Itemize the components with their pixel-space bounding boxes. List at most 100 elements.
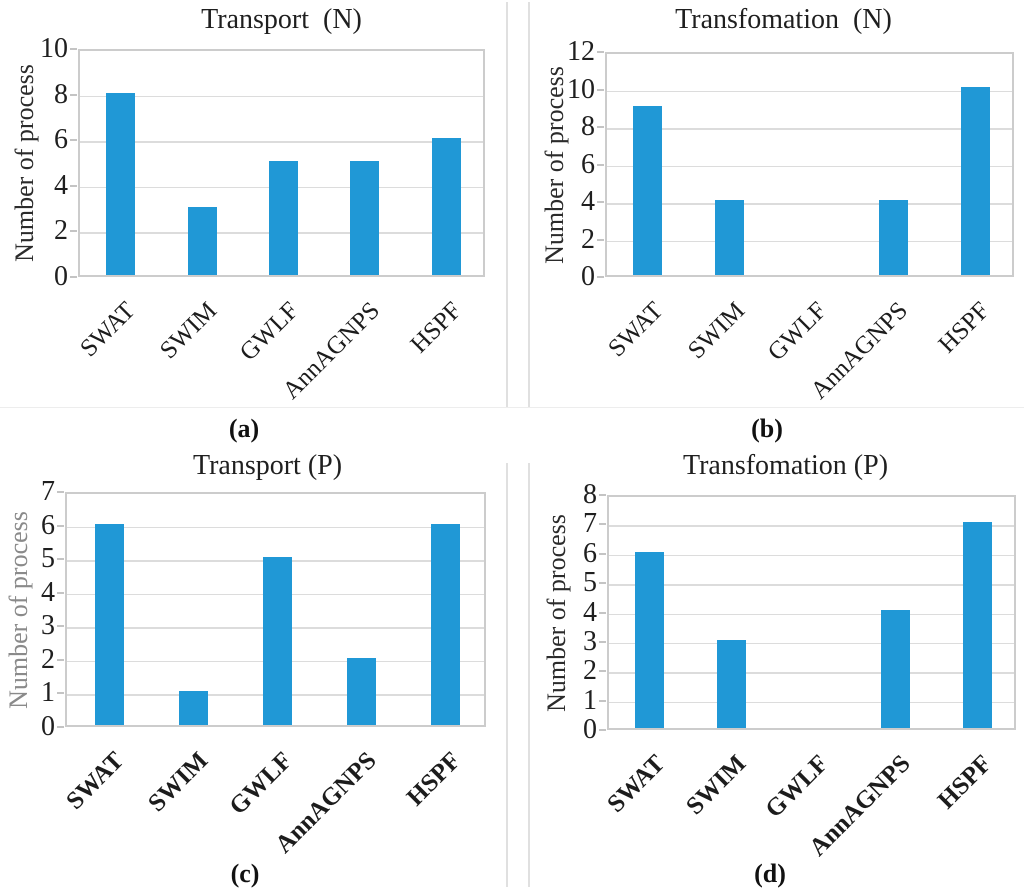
gridline bbox=[609, 554, 1014, 557]
bar-SWAT bbox=[106, 93, 135, 275]
gridline bbox=[607, 165, 1012, 167]
y-tick-label: 10 bbox=[567, 73, 595, 105]
x-category-label: SWAT bbox=[602, 750, 670, 818]
column-divider bbox=[528, 463, 530, 887]
bar-SWIM bbox=[715, 200, 744, 275]
gridline bbox=[609, 525, 1014, 527]
y-tick-mark bbox=[599, 582, 606, 585]
row-divider bbox=[0, 407, 1024, 408]
y-tick-mark bbox=[57, 726, 64, 728]
gridline bbox=[67, 526, 484, 529]
bar-SWAT bbox=[633, 106, 662, 275]
y-tick-label: 7 bbox=[41, 476, 55, 507]
y-tick-label: 6 bbox=[54, 124, 68, 156]
column-divider bbox=[506, 463, 508, 887]
y-tick-label: 2 bbox=[583, 655, 597, 687]
x-category-label: GWLF bbox=[762, 297, 832, 367]
gridline bbox=[607, 128, 1012, 130]
y-tick-mark bbox=[597, 51, 604, 53]
panel-caption: (a) bbox=[228, 414, 260, 443]
x-category-label: SWIM bbox=[681, 750, 752, 821]
y-tick-label: 4 bbox=[54, 169, 68, 201]
x-category-label: HSPF bbox=[932, 750, 998, 815]
y-tick-label: 2 bbox=[54, 215, 68, 247]
y-tick-mark bbox=[599, 699, 606, 702]
x-category-label: HSPF bbox=[401, 747, 466, 812]
plot-area bbox=[607, 495, 1016, 730]
plot-area bbox=[605, 52, 1014, 277]
y-tick-mark bbox=[599, 729, 606, 731]
bar-AnnAGNPS bbox=[347, 658, 376, 725]
gridline bbox=[80, 141, 483, 143]
bar-SWIM bbox=[717, 640, 746, 728]
y-tick-label: 6 bbox=[581, 148, 595, 180]
y-tick-mark bbox=[599, 670, 606, 673]
bar-SWIM bbox=[179, 691, 208, 725]
bar-GWLF bbox=[263, 557, 292, 725]
y-tick-mark bbox=[597, 88, 604, 91]
y-tick-mark bbox=[597, 163, 604, 166]
x-category-label: SWAT bbox=[602, 297, 668, 363]
y-tick-mark bbox=[70, 93, 77, 96]
y-tick-mark bbox=[599, 523, 606, 526]
bar-SWAT bbox=[635, 552, 664, 728]
y-tick-label: 4 bbox=[581, 186, 595, 217]
bar-AnnAGNPS bbox=[350, 161, 379, 275]
gridline bbox=[80, 95, 483, 98]
y-tick-mark bbox=[599, 552, 606, 555]
gridline bbox=[609, 642, 1014, 645]
y-tick-label: 3 bbox=[41, 610, 55, 642]
y-tick-label: 12 bbox=[567, 36, 595, 67]
y-tick-mark bbox=[70, 276, 77, 278]
bar-AnnAGNPS bbox=[881, 610, 910, 728]
y-tick-mark bbox=[599, 640, 606, 643]
x-category-label: SWIM bbox=[143, 747, 214, 818]
panel-caption: (b) bbox=[751, 414, 783, 443]
chart-title: Transport (N) bbox=[201, 4, 362, 35]
bar-HSPF bbox=[432, 138, 461, 275]
y-tick-mark bbox=[57, 658, 64, 661]
bar-SWAT bbox=[95, 524, 124, 725]
plot-area bbox=[65, 492, 486, 727]
y-tick-label: 7 bbox=[583, 508, 597, 540]
column-divider bbox=[528, 2, 530, 407]
x-category-label: HSPF bbox=[405, 297, 467, 359]
x-category-label: GWLF bbox=[224, 747, 298, 821]
gridline bbox=[609, 613, 1014, 615]
y-tick-label: 1 bbox=[583, 684, 597, 716]
y-tick-label: 5 bbox=[583, 567, 597, 599]
y-tick-mark bbox=[70, 230, 77, 233]
y-tick-mark bbox=[597, 276, 604, 278]
x-category-label: SWAT bbox=[75, 297, 141, 363]
y-tick-label: 0 bbox=[54, 261, 68, 292]
y-tick-label: 6 bbox=[41, 509, 55, 541]
panel-caption: (c) bbox=[230, 859, 260, 888]
y-tick-mark bbox=[599, 494, 606, 496]
y-tick-label: 0 bbox=[581, 261, 595, 292]
y-tick-mark bbox=[599, 611, 606, 614]
gridline bbox=[607, 203, 1012, 205]
y-tick-mark bbox=[70, 48, 77, 50]
y-tick-label: 10 bbox=[40, 33, 68, 64]
y-tick-label: 0 bbox=[41, 711, 55, 742]
column-divider bbox=[506, 2, 508, 407]
y-tick-mark bbox=[597, 238, 604, 241]
chart-title: Transfomation (N) bbox=[675, 4, 892, 35]
y-tick-label: 1 bbox=[41, 677, 55, 709]
plot-area bbox=[78, 49, 485, 277]
gridline bbox=[609, 584, 1014, 586]
bar-HSPF bbox=[961, 87, 990, 275]
y-tick-mark bbox=[57, 524, 64, 527]
y-tick-mark bbox=[597, 201, 604, 203]
y-tick-mark bbox=[57, 625, 64, 628]
bar-HSPF bbox=[431, 524, 460, 725]
y-tick-label: 4 bbox=[41, 576, 55, 608]
y-tick-mark bbox=[57, 491, 64, 493]
y-tick-mark bbox=[57, 558, 64, 561]
bar-AnnAGNPS bbox=[879, 200, 908, 275]
gridline bbox=[607, 240, 1012, 242]
y-tick-label: 8 bbox=[54, 78, 68, 110]
y-tick-label: 4 bbox=[583, 596, 597, 628]
bar-GWLF bbox=[269, 161, 298, 275]
x-category-label: SWAT bbox=[61, 747, 130, 815]
